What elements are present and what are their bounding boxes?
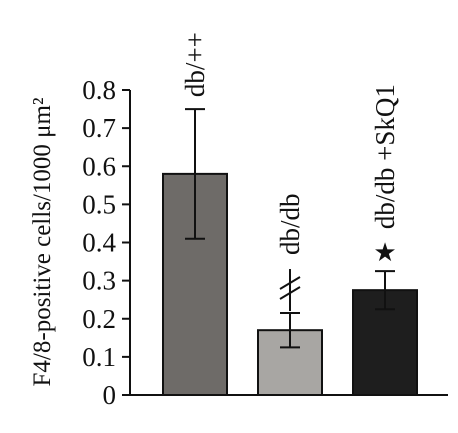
category-label: db/db — [275, 194, 305, 256]
significance-slash — [279, 286, 301, 300]
error-bars — [185, 108, 395, 349]
bars — [162, 172, 418, 396]
y-ticks: 0 0.1 0.2 0.3 0.4 0.5 0.6 0.7 0.8 — [82, 75, 130, 410]
y-tick-label: 0.6 — [82, 151, 116, 181]
significance-star: ★ — [373, 238, 396, 268]
y-tick-label: 0.2 — [82, 304, 116, 334]
y-tick-label: 0.3 — [82, 266, 116, 296]
significance-marks: ★ — [279, 238, 397, 312]
y-tick-label: 0.5 — [82, 189, 116, 219]
significance-slash — [279, 276, 301, 290]
category-label: db/db +SkQ1 — [370, 84, 400, 229]
significance-mark — [279, 269, 301, 312]
y-axis-title: F4/8-positive cells/1000 μm² — [29, 98, 56, 387]
category-label: db/++ — [180, 32, 210, 97]
category-labels: db/++ db/db db/db +SkQ1 — [180, 32, 400, 255]
y-tick-label: 0.8 — [82, 75, 116, 105]
y-tick-label: 0.4 — [82, 228, 116, 258]
y-tick-label: 0.7 — [82, 113, 116, 143]
y-tick-label: 0 — [103, 380, 117, 410]
y-tick-label: 0.1 — [82, 342, 116, 372]
